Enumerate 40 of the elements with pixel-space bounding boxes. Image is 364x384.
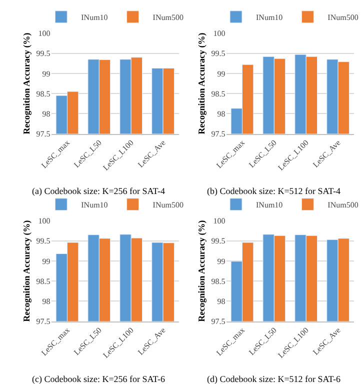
y-tick-label: 98 xyxy=(42,109,50,118)
y-tick-label: 99 xyxy=(42,69,50,78)
y-tick-label: 98.5 xyxy=(36,89,50,98)
y-tick-label: 97.5 xyxy=(211,130,226,139)
legend-label: INum500 xyxy=(152,12,184,22)
y-tick-label: 97.5 xyxy=(36,317,50,326)
y-tick-label: 98.5 xyxy=(211,276,226,286)
y-tick-label: 99.5 xyxy=(36,236,50,246)
y-tick-label: 98.5 xyxy=(211,89,226,98)
text: (b) Codebook size: K=512 for SAT-4 xyxy=(207,186,341,196)
y-tick-label: 100 xyxy=(213,29,226,38)
legend-label: INum10 xyxy=(81,12,108,22)
y-tick-label: 99 xyxy=(42,256,50,266)
y-tick-label: 99.5 xyxy=(36,49,50,58)
text: (a) Codebook size: K=256 for SAT-4 xyxy=(32,186,166,196)
y-axis-title: Recognition Accuracy (%) xyxy=(196,32,207,134)
legend-label: INum10 xyxy=(81,200,108,210)
y-tick-label: 97.5 xyxy=(211,317,226,326)
y-axis-title: Recognition Accuracy (%) xyxy=(196,220,207,322)
y-tick-label: 99 xyxy=(217,256,226,266)
y-tick-label: 99.5 xyxy=(211,49,226,58)
text: (d) Codebook size: K=512 for SAT-6 xyxy=(207,374,341,384)
legend-label: INum500 xyxy=(328,12,358,22)
y-tick-label: 100 xyxy=(213,216,226,226)
y-tick-label: 98 xyxy=(42,296,50,306)
y-axis-title: Recognition Accuracy (%) xyxy=(22,32,32,134)
y-tick-label: 99 xyxy=(217,69,226,78)
y-tick-label: 100 xyxy=(38,216,50,226)
legend-label: INum10 xyxy=(256,12,283,22)
legend-label: INum10 xyxy=(256,200,283,210)
y-tick-label: 99.5 xyxy=(211,236,226,246)
y-tick-label: 98 xyxy=(217,109,226,118)
y-tick-label: 98.5 xyxy=(36,276,50,286)
text: (c) Codebook size: K=256 for SAT-6 xyxy=(32,374,166,384)
y-tick-label: 97.5 xyxy=(36,130,50,139)
y-tick-label: 98 xyxy=(217,296,226,306)
y-axis-title: Recognition Accuracy (%) xyxy=(22,220,32,322)
legend-label: INum500 xyxy=(152,200,184,210)
y-tick-label: 100 xyxy=(38,29,50,38)
legend-label: INum500 xyxy=(328,200,358,210)
